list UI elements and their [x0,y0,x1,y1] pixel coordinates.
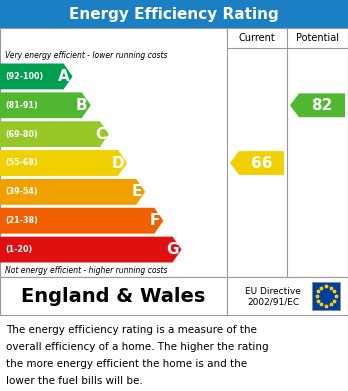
Text: Potential: Potential [296,33,339,43]
Text: (21-38): (21-38) [5,216,38,225]
Bar [0,0,348,28]
Text: Very energy efficient - lower running costs: Very energy efficient - lower running co… [5,50,167,59]
Text: E: E [132,185,142,199]
Text: F: F [150,213,160,228]
Polygon shape [290,93,345,117]
Bar [0,28,348,277]
Bar [0,277,348,315]
Polygon shape [0,63,73,90]
Text: England & Wales: England & Wales [21,287,206,305]
Text: The energy efficiency rating is a measure of the: The energy efficiency rating is a measur… [6,325,257,335]
Text: (55-68): (55-68) [5,158,38,167]
Bar [312,282,340,310]
Text: (1-20): (1-20) [5,245,32,254]
Polygon shape [230,151,284,175]
Text: A: A [58,69,70,84]
Text: B: B [76,98,88,113]
Text: 82: 82 [311,98,333,113]
Text: (39-54): (39-54) [5,187,38,196]
Polygon shape [0,179,145,205]
Polygon shape [0,237,182,262]
Text: overall efficiency of a home. The higher the rating: overall efficiency of a home. The higher… [6,342,269,352]
Text: C: C [95,127,106,142]
Text: 66: 66 [251,156,272,170]
Text: (69-80): (69-80) [5,130,38,139]
Text: (92-100): (92-100) [5,72,43,81]
Text: Energy Efficiency Rating: Energy Efficiency Rating [69,7,279,22]
Text: EU Directive: EU Directive [245,287,301,296]
Polygon shape [0,208,163,234]
Polygon shape [0,150,127,176]
Polygon shape [0,92,91,118]
Text: lower the fuel bills will be.: lower the fuel bills will be. [6,376,143,386]
Text: G: G [166,242,179,257]
Text: Current: Current [239,33,275,43]
Text: (81-91): (81-91) [5,101,38,110]
Text: the more energy efficient the home is and the: the more energy efficient the home is an… [6,359,247,369]
Text: 2002/91/EC: 2002/91/EC [247,298,299,307]
Polygon shape [0,121,109,147]
Text: D: D [111,156,124,170]
Text: Not energy efficient - higher running costs: Not energy efficient - higher running co… [5,266,167,275]
